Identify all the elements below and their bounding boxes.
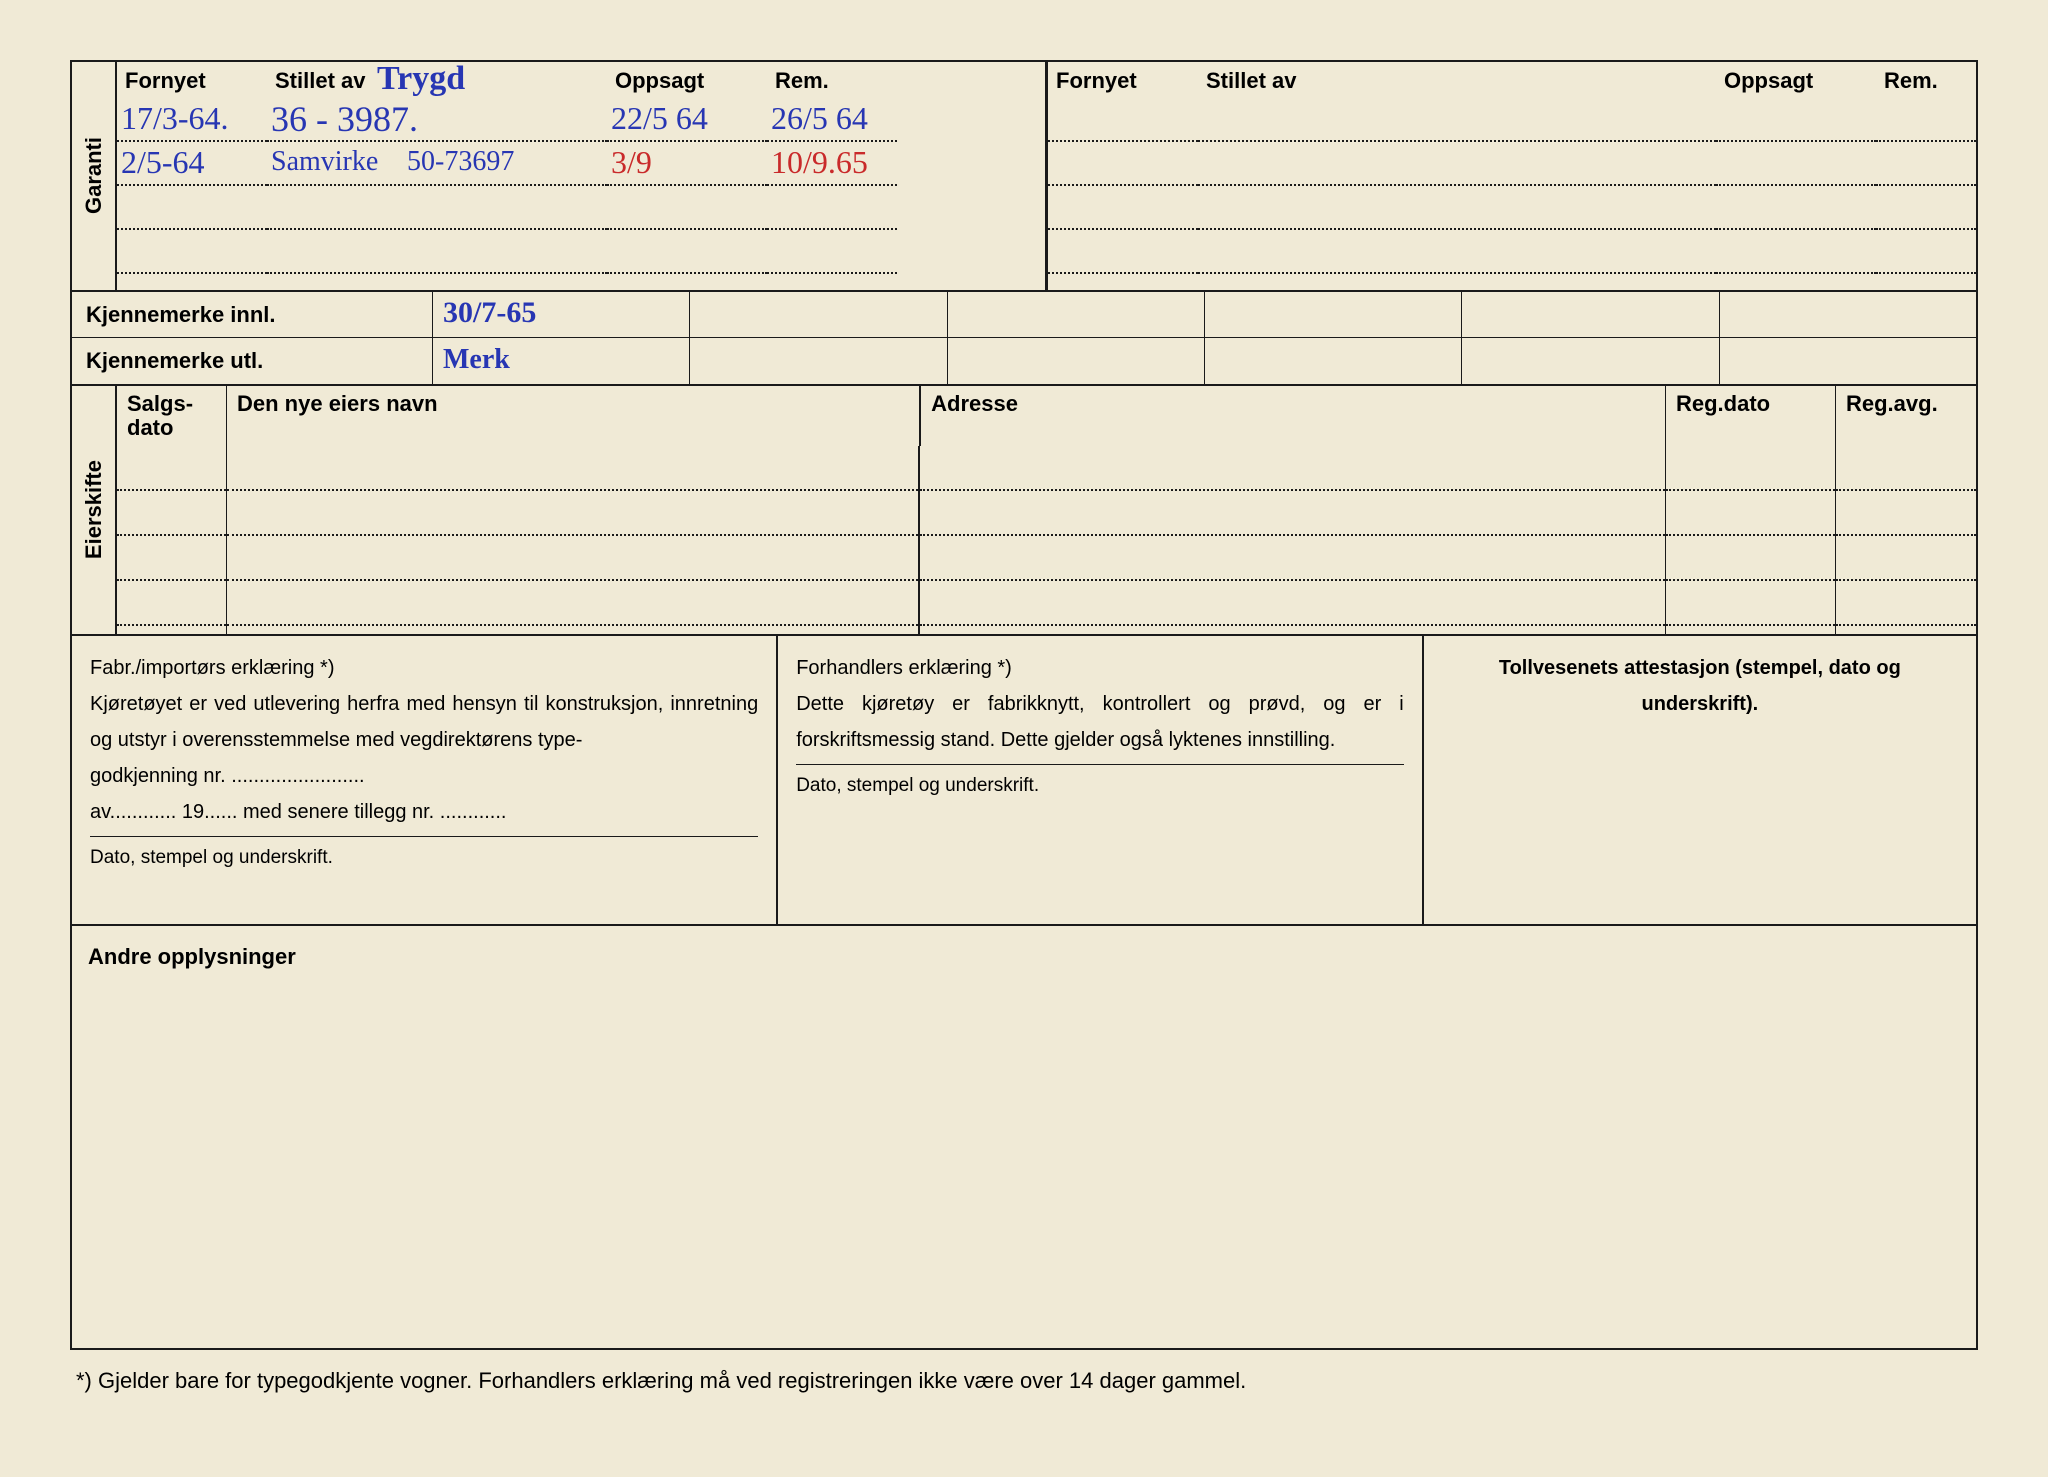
fabr-line1: godkjenning nr. ........................ xyxy=(90,758,758,794)
garanti-label-col: Garanti xyxy=(72,62,117,290)
stillet-num-2: 50-73697 xyxy=(407,146,514,178)
andre-label: Andre opplysninger xyxy=(88,944,296,969)
registration-card: Garanti Fornyet 17/3-64. 2/5-64 Stillet … xyxy=(0,0,2048,1477)
kjenne-innl-value: 30/7-65 xyxy=(443,296,536,330)
andre-section: Andre opplysninger xyxy=(72,926,1976,1346)
forh-body: Dette kjøretøy er fabrikknytt, kontrolle… xyxy=(796,686,1403,758)
rem-2: 10/9.65 xyxy=(771,144,868,181)
kjenne-utl-label: Kjennemerke utl. xyxy=(86,348,263,374)
stillet-num-1: 36 - 3987. xyxy=(271,98,418,140)
garanti-right: Fornyet Stillet av Oppsagt Rem. xyxy=(1048,62,1976,290)
eier-h-adresse: Adresse xyxy=(921,386,1666,446)
header-oppsagt-r: Oppsagt xyxy=(1716,62,1876,98)
eier-label: Eierskifte xyxy=(81,460,107,559)
footnote: *) Gjelder bare for typegodkjente vogner… xyxy=(70,1368,1978,1394)
kjenne-utl-value: Merk xyxy=(443,344,510,376)
fabr-line2: av............ 19...... med senere tille… xyxy=(90,794,758,830)
garanti-left: Fornyet 17/3-64. 2/5-64 Stillet av Trygd xyxy=(117,62,1048,290)
garanti-label: Garanti xyxy=(81,137,107,214)
header-oppsagt: Oppsagt xyxy=(607,62,767,98)
kjenne-innl-row: Kjennemerke innl. 30/7-65 xyxy=(72,292,1976,338)
oppsagt-1: 22/5 64 xyxy=(611,100,708,137)
forh-col: Forhandlers erklæring *) Dette kjøretøy … xyxy=(778,636,1423,924)
fornyet-1: 17/3-64. xyxy=(121,100,229,137)
header-stillet: Stillet av xyxy=(275,68,365,93)
header-fornyet-r: Fornyet xyxy=(1048,62,1198,98)
eier-h-navn: Den nye eiers navn xyxy=(227,386,921,446)
forh-signature: Dato, stempel og underskrift. xyxy=(796,764,1403,803)
eier-h-salgs: Salgs- dato xyxy=(117,386,227,446)
stillet-name-2: Samvirke xyxy=(271,146,378,178)
eier-label-col: Eierskifte xyxy=(72,386,117,634)
forh-title: Forhandlers erklæring *) xyxy=(796,650,1403,686)
rem-1: 26/5 64 xyxy=(771,100,868,137)
garanti-section: Garanti Fornyet 17/3-64. 2/5-64 Stillet … xyxy=(72,62,1976,292)
toll-title: Tollvesenets attestasjon (stempel, dato … xyxy=(1442,650,1958,722)
stillet-name-1: Trygd xyxy=(377,60,465,98)
eierskifte-section: Eierskifte Salgs- dato Den nye eiers nav… xyxy=(72,386,1976,636)
eier-h-regdato: Reg.dato xyxy=(1666,386,1836,446)
fornyet-2: 2/5-64 xyxy=(121,144,205,181)
eier-h-regavg: Reg.avg. xyxy=(1836,386,1976,446)
oppsagt-2: 3/9 xyxy=(611,144,652,181)
main-frame: Garanti Fornyet 17/3-64. 2/5-64 Stillet … xyxy=(70,60,1978,1350)
kjennemerke-section: Kjennemerke innl. 30/7-65 Kjennemerke ut… xyxy=(72,292,1976,386)
header-stillet-r: Stillet av xyxy=(1198,62,1716,98)
header-rem-r: Rem. xyxy=(1876,62,1976,98)
header-fornyet: Fornyet xyxy=(117,62,267,98)
erklaering-section: Fabr./importørs erklæring *) Kjøretøyet … xyxy=(72,636,1976,926)
fabr-title: Fabr./importørs erklæring *) xyxy=(90,650,758,686)
kjenne-innl-label: Kjennemerke innl. xyxy=(86,302,276,328)
fabr-col: Fabr./importørs erklæring *) Kjøretøyet … xyxy=(72,636,778,924)
fabr-body: Kjøretøyet er ved utlevering herfra med … xyxy=(90,686,758,758)
toll-col: Tollvesenets attestasjon (stempel, dato … xyxy=(1424,636,1976,924)
kjenne-utl-row: Kjennemerke utl. Merk xyxy=(72,338,1976,384)
fabr-signature: Dato, stempel og underskrift. xyxy=(90,836,758,875)
header-rem: Rem. xyxy=(767,62,897,98)
